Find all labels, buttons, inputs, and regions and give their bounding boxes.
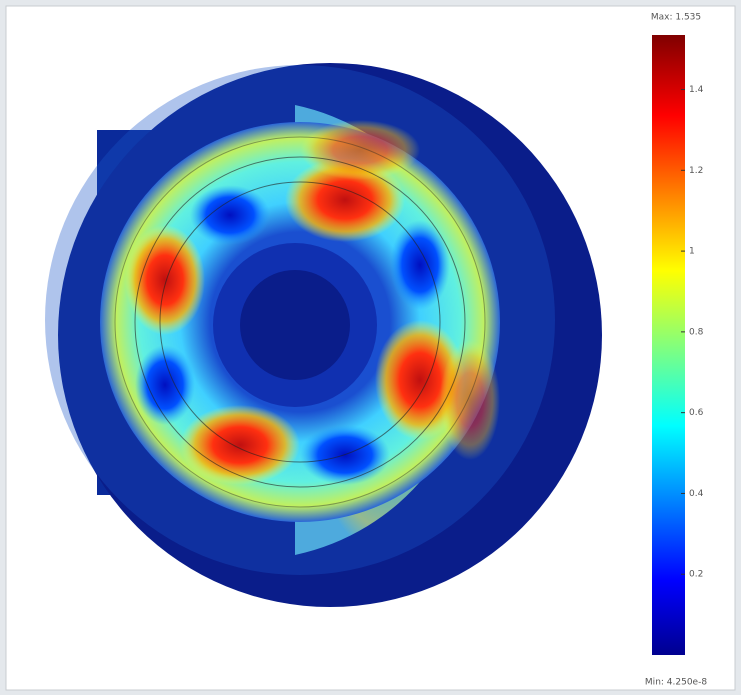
colorbar-tick-label: 0.6 [689, 408, 704, 418]
colorbar-max-label: Max: 1.535 [651, 13, 701, 23]
colorbar [652, 35, 685, 655]
screenshot: Max: 1.535 Min: 4.250e-8 1.4 1.2 1 0.8 0.6 0.… [0, 0, 741, 695]
colorbar-tick-label: 0.8 [689, 327, 704, 337]
colorbar-tick-label: 1 [689, 247, 695, 257]
colorbar-tick-label: 1.4 [689, 85, 704, 95]
colorbar-tick-label: 0.4 [689, 489, 704, 499]
colorbar-tick-label: 1.2 [689, 166, 703, 176]
colorbar-tick-label: 0.2 [689, 570, 703, 580]
colorbar-min-label: Min: 4.250e-8 [645, 678, 707, 688]
